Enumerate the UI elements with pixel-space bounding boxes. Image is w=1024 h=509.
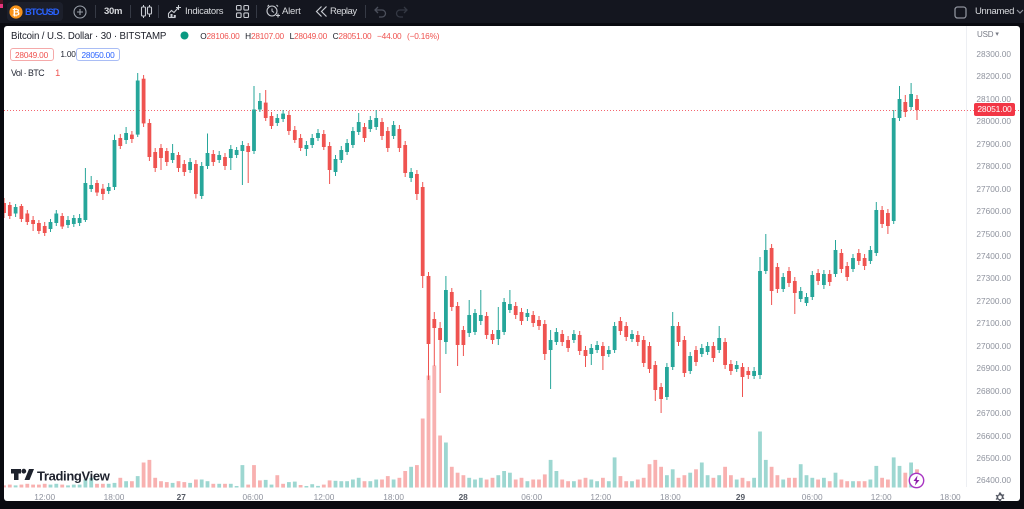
svg-text:TradingView: TradingView xyxy=(37,468,111,483)
svg-text:₿: ₿ xyxy=(12,7,20,18)
